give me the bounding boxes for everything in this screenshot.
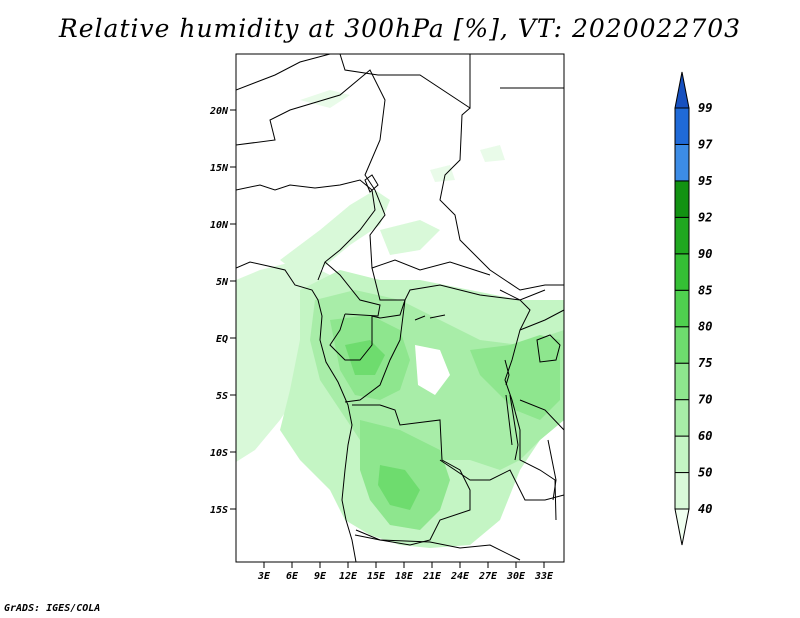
colorbar-label: 40 [698, 502, 712, 516]
colorbar-label: 92 [698, 210, 712, 224]
humidity-region-dry-patch [415, 345, 450, 395]
colorbar-label: 99 [698, 101, 712, 115]
grads-credit: GrADS: IGES/COLA [4, 603, 101, 614]
humidity-region-east [470, 335, 560, 420]
colorbar-label: 50 [698, 466, 712, 480]
humidity-region-north-band [280, 190, 390, 275]
lon-tick-label: 6E [286, 571, 299, 582]
lon-tick-label: 24E [450, 571, 470, 582]
border-gabon [329, 313, 373, 361]
lat-tick-label: 15S [210, 505, 228, 516]
colorbar-box [674, 289, 690, 328]
lon-tick-label: 33E [534, 571, 554, 582]
colorbar-label: 97 [698, 137, 713, 151]
lake-victoria [536, 334, 561, 363]
colorbar-box [674, 253, 690, 291]
lon-tick-label: 12E [339, 571, 358, 582]
colorbar-box [674, 435, 690, 474]
lon-tick-label: 21E [422, 571, 442, 582]
border-tanzania [519, 399, 564, 431]
border-zambia [439, 459, 564, 501]
lon-tick-label: 3E [257, 571, 271, 582]
colorbar-label: 80 [698, 320, 712, 334]
border-uganda [519, 309, 564, 331]
border-drc-east [499, 289, 557, 521]
lat-tick-label: 20N [209, 106, 229, 117]
colorbar-label: 95 [698, 174, 712, 188]
lon-tick-label: 18E [395, 571, 414, 582]
border-chad-south [369, 189, 491, 276]
border-car [371, 267, 546, 301]
colorbar-label: 90 [698, 247, 712, 261]
lat-tick-label: 5S [216, 391, 228, 402]
country-boundaries [236, 54, 564, 562]
border-nigeria [236, 179, 376, 281]
colorbar: 40 50 60 70 75 80 85 90 92 95 97 99 [674, 71, 713, 546]
colorbar-box [674, 399, 690, 437]
lon-tick-label: 27E [478, 571, 498, 582]
colorbar-label: 60 [698, 429, 712, 443]
lat-tick-label: 10N [210, 220, 229, 231]
colorbar-box [674, 362, 690, 401]
colorbar-end-high [674, 71, 690, 109]
lon-tick-label: 30E [506, 571, 526, 582]
humidity-region-sahel-wisps [300, 90, 505, 182]
lat-tick-label: 15N [210, 163, 229, 174]
lon-tick-label: 15E [367, 571, 386, 582]
border-north-2 [236, 69, 386, 191]
humidity-region-north-band-2 [380, 220, 440, 255]
coastline-west-africa [236, 261, 357, 562]
lake-kivu [504, 359, 510, 386]
colorbar-label: 70 [698, 393, 712, 407]
colorbar-box [674, 216, 690, 255]
lat-tick-label: EQ [216, 334, 228, 345]
border-angola [352, 404, 471, 546]
colorbar-box [674, 326, 690, 364]
map-frame [235, 53, 565, 563]
border-north-3 [339, 54, 471, 109]
lat-axis: 20N 15N 10N 5N EQ 5S 10S 15S [209, 106, 236, 516]
lon-tick-label: 9E [314, 571, 327, 582]
border-south [355, 529, 521, 561]
colorbar-box [674, 180, 690, 218]
colorbar-box [674, 107, 690, 145]
colorbar-box [674, 472, 690, 510]
lat-tick-label: 5N [216, 277, 229, 288]
lake-chad [364, 174, 379, 193]
colorbar-label: 75 [698, 356, 712, 370]
border-north-1 [236, 54, 331, 91]
colorbar-box [674, 143, 690, 182]
lake-tanganyika [505, 394, 519, 461]
colorbar-label: 85 [698, 283, 712, 297]
border-east-1 [439, 107, 564, 291]
lake-malawi [547, 439, 557, 501]
humidity-region-core-inner [345, 340, 385, 375]
humidity-region-south-core [378, 465, 420, 510]
lat-tick-label: 10S [210, 448, 228, 459]
plot-title: Relative humidity at 300hPa [%], VT: 202… [58, 14, 742, 43]
river-congo [414, 314, 446, 321]
lon-axis: 3E 6E 9E 12E 15E 18E 21E 24E 27E 30E 33E [257, 562, 554, 582]
border-congo [344, 299, 406, 403]
colorbar-end-low [674, 508, 690, 546]
